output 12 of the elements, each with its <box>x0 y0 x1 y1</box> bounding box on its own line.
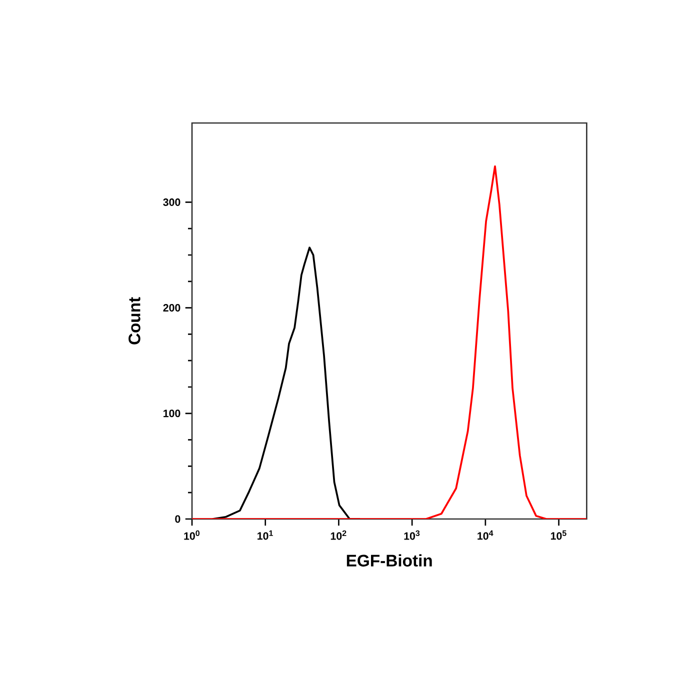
x-tick-label: 10$^{4}$ <box>478 530 494 540</box>
x-tick-label: 10$^{0}$ <box>184 530 200 540</box>
y-tick-label: 300 <box>163 198 180 206</box>
y-tick-label: 100 <box>164 410 180 418</box>
y-axis-title: Count <box>128 297 140 344</box>
y-tick-label: 0 <box>175 515 180 523</box>
x-axis-title: EGF-Biotin <box>346 554 432 567</box>
x-tick-label: 10$^{1}$ <box>258 530 273 540</box>
x-tick-label: 10$^{3}$ <box>404 530 420 540</box>
x-tick-label: 10$^{2}$ <box>330 530 346 540</box>
x-tick-label: 10$^{5}$ <box>550 530 566 540</box>
y-tick-label: 200 <box>163 304 180 312</box>
